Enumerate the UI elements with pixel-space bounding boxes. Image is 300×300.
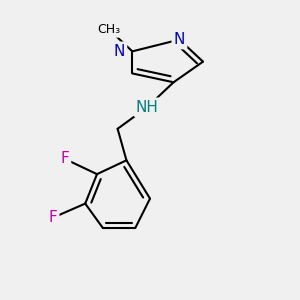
Text: F: F bbox=[60, 151, 69, 166]
Text: CH₃: CH₃ bbox=[97, 23, 120, 36]
Text: N: N bbox=[174, 32, 185, 47]
Text: F: F bbox=[49, 210, 57, 225]
Text: N: N bbox=[114, 44, 125, 59]
Text: NH: NH bbox=[136, 100, 158, 115]
